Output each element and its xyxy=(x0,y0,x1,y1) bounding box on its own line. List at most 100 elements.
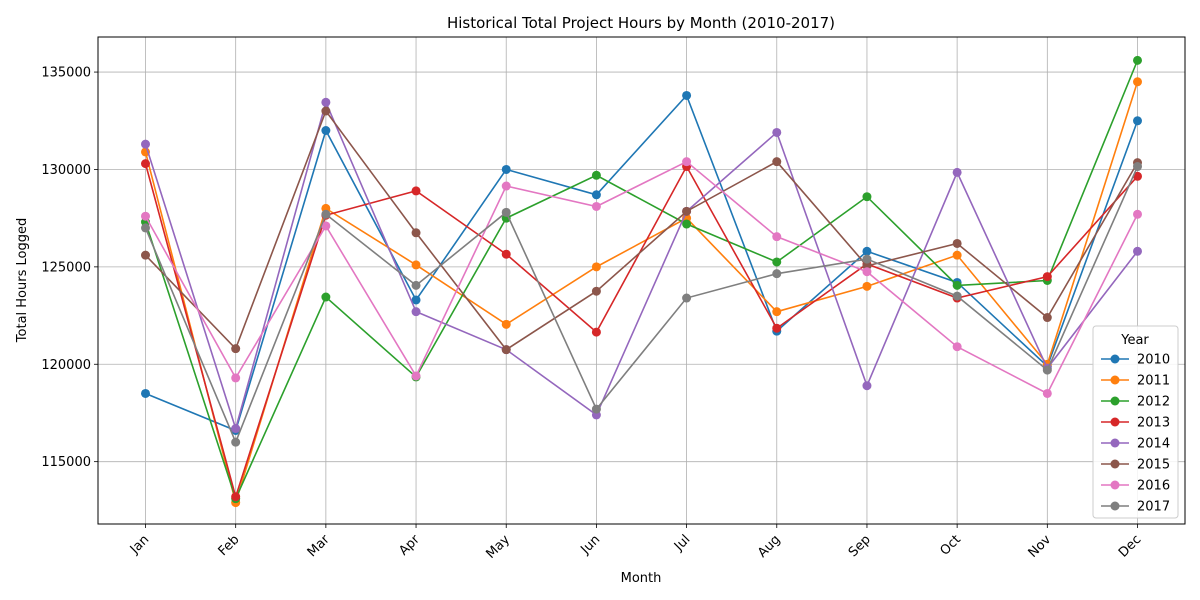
data-point xyxy=(321,106,331,116)
data-point xyxy=(1133,55,1142,65)
x-tick-label: Nov xyxy=(1026,532,1055,561)
series-line xyxy=(145,93,1139,432)
data-point xyxy=(141,388,150,398)
data-point xyxy=(591,404,601,414)
series-2014 xyxy=(141,97,1142,434)
x-tick-label: Oct xyxy=(937,532,964,559)
data-point xyxy=(591,170,601,180)
data-point xyxy=(411,280,421,290)
data-point xyxy=(1133,209,1142,219)
data-point xyxy=(682,219,692,229)
data-point xyxy=(321,221,331,231)
legend-label: 2014 xyxy=(1137,437,1170,452)
data-point xyxy=(141,250,150,260)
legend-swatch-marker xyxy=(1110,375,1120,385)
data-point xyxy=(952,291,962,301)
y-tick-label: 125000 xyxy=(41,260,91,275)
legend-label: 2015 xyxy=(1137,458,1170,473)
series-2010 xyxy=(141,90,1142,435)
data-point xyxy=(411,260,421,270)
data-point xyxy=(501,319,511,329)
y-tick-label: 120000 xyxy=(41,358,91,373)
data-point xyxy=(591,201,601,211)
data-point xyxy=(501,345,511,355)
y-tick-label: 115000 xyxy=(41,455,91,470)
data-point xyxy=(772,323,782,333)
series-line xyxy=(144,60,1139,501)
legend-swatch-marker xyxy=(1110,459,1120,469)
x-tick-label: Sep xyxy=(846,532,874,560)
data-point xyxy=(1133,246,1142,256)
x-axis-label: Month xyxy=(621,571,662,586)
legend-item-2011: 2011 xyxy=(1101,374,1170,389)
data-point xyxy=(591,190,601,200)
x-tick-label: Mar xyxy=(305,532,333,560)
legend-swatch-marker xyxy=(1110,396,1120,406)
x-axis: Jan Feb Mar Apr May Jun Jul Aug Sep Oct Nov Dec xyxy=(127,524,1144,562)
data-point xyxy=(952,342,962,352)
data-point xyxy=(682,90,692,100)
data-point xyxy=(952,250,962,260)
data-point xyxy=(411,307,421,317)
series-2012 xyxy=(141,55,1142,504)
data-point xyxy=(141,223,150,233)
legend-label: 2013 xyxy=(1137,416,1170,431)
data-point xyxy=(321,292,331,302)
data-point xyxy=(862,246,872,256)
data-point xyxy=(321,209,331,219)
x-tick-label: Jan xyxy=(127,532,152,557)
x-tick-label: Jun xyxy=(578,532,604,558)
data-point xyxy=(862,192,872,202)
data-point xyxy=(411,371,421,381)
y-tick-label: 130000 xyxy=(41,163,91,178)
data-point xyxy=(682,293,692,303)
data-point xyxy=(501,249,511,259)
data-point xyxy=(862,381,872,391)
series-2017 xyxy=(141,162,1142,447)
legend-swatch-marker xyxy=(1110,354,1120,364)
legend-label: 2012 xyxy=(1137,395,1170,410)
legend-item-2010: 2010 xyxy=(1101,353,1170,368)
data-point xyxy=(772,157,782,167)
series-2013 xyxy=(141,159,1142,502)
data-point xyxy=(1042,388,1052,398)
legend-item-2015: 2015 xyxy=(1101,458,1170,473)
data-point xyxy=(772,257,782,267)
series-2015 xyxy=(141,106,1142,355)
data-point xyxy=(501,181,511,191)
data-point xyxy=(1133,116,1142,126)
data-point xyxy=(1042,313,1052,323)
legend-swatch-marker xyxy=(1110,417,1120,427)
data-point xyxy=(591,262,601,272)
data-point xyxy=(321,126,331,136)
data-point xyxy=(772,127,782,137)
data-point xyxy=(1042,272,1052,282)
x-tick-label: Apr xyxy=(396,532,423,559)
data-point xyxy=(411,295,421,305)
data-point xyxy=(411,228,421,238)
y-axis-label: Total Hours Logged xyxy=(15,218,30,343)
x-tick-label: Jul xyxy=(671,532,693,554)
data-point xyxy=(1133,171,1142,181)
data-point xyxy=(862,267,872,277)
data-point xyxy=(952,167,962,177)
data-point xyxy=(591,286,601,296)
data-point xyxy=(772,307,782,317)
legend: Year 2010 2011 2012 2013 2014 2015 2016 2017 xyxy=(1092,325,1179,519)
series-line xyxy=(144,109,1139,351)
legend-items: 2010 2011 2012 2013 2014 2015 2016 2017 xyxy=(1101,353,1170,515)
data-point xyxy=(591,327,601,337)
series-2011 xyxy=(141,77,1142,508)
y-tick-label: 135000 xyxy=(41,66,91,81)
legend-label: 2010 xyxy=(1137,353,1170,368)
data-point xyxy=(501,164,511,174)
y-axis: 115000 120000 125000 130000 135000 xyxy=(41,66,98,470)
data-point xyxy=(141,159,150,169)
legend-item-2014: 2014 xyxy=(1101,437,1170,452)
data-point xyxy=(141,139,150,149)
legend-label: 2017 xyxy=(1137,500,1170,515)
data-point xyxy=(682,206,692,216)
data-point xyxy=(411,186,421,196)
